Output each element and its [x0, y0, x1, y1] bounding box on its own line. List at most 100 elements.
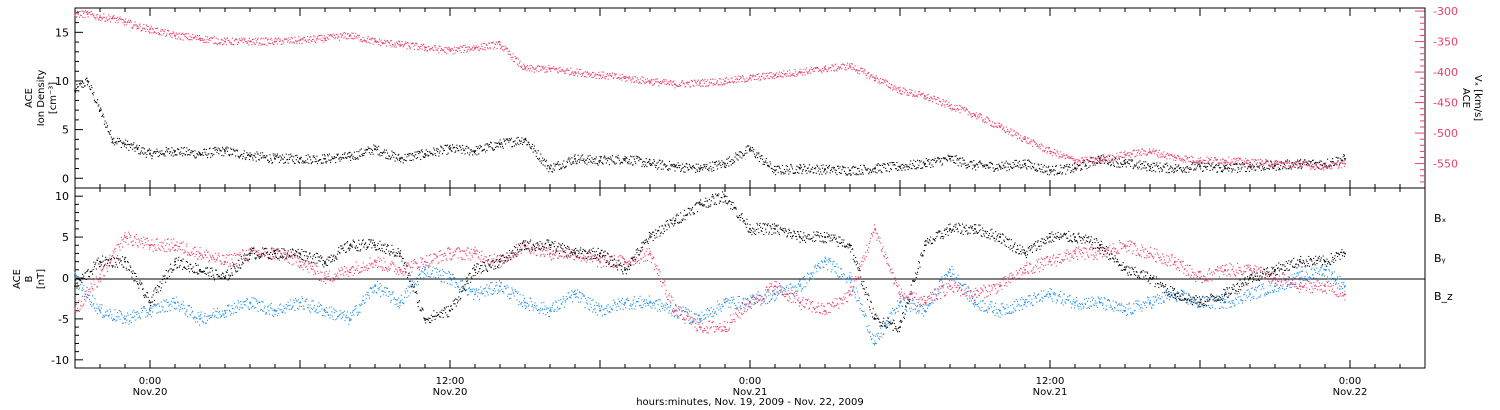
velocity-series-point: [701, 85, 703, 87]
velocity-series-point: [631, 79, 633, 81]
velocity-series-point: [323, 35, 325, 37]
density-series-point: [1055, 165, 1057, 167]
by-series-point: [385, 294, 387, 296]
velocity-series-point: [610, 74, 612, 76]
density-series-point: [143, 153, 145, 155]
density-series-point: [1264, 168, 1266, 170]
velocity-series-point: [114, 17, 116, 19]
density-series-point: [1173, 172, 1175, 174]
velocity-series-point: [332, 33, 334, 35]
velocity-series-point: [1155, 149, 1157, 151]
velocity-series-point: [1307, 164, 1309, 166]
by-series-point: [343, 314, 345, 316]
by-series-point: [163, 299, 165, 301]
density-series-point: [232, 148, 234, 150]
velocity-series-point: [148, 30, 150, 32]
density-series-point: [1318, 167, 1320, 170]
velocity-series-point: [972, 115, 974, 117]
velocity-series-point: [500, 47, 502, 49]
density-series-point: [635, 162, 637, 164]
velocity-series-point: [279, 38, 281, 40]
velocity-series-point: [142, 27, 144, 29]
density-series-point: [1011, 167, 1013, 169]
density-series-point: [764, 161, 766, 164]
density-series-point: [1335, 156, 1337, 158]
velocity-series-point: [214, 42, 216, 44]
density-series-point: [93, 99, 95, 101]
density-series-point: [940, 158, 942, 160]
by-series-point: [312, 300, 314, 302]
density-series-point: [187, 149, 189, 151]
density-series-point: [498, 141, 500, 143]
velocity-series-point: [76, 16, 78, 18]
density-series-point: [1083, 159, 1085, 162]
velocity-series-point: [1303, 161, 1305, 163]
velocity-series-point: [152, 29, 154, 31]
density-series-point: [998, 165, 1000, 167]
velocity-series-point: [1290, 162, 1292, 164]
by-series-point: [372, 286, 374, 288]
density-series-point: [927, 159, 929, 161]
velocity-series-point: [549, 68, 551, 70]
density-series-point: [693, 166, 695, 168]
velocity-series-point: [752, 76, 754, 78]
density-series-point: [854, 174, 856, 176]
density-series-point: [803, 163, 805, 165]
velocity-series-point: [1182, 161, 1184, 163]
by-series-point: [365, 298, 367, 300]
velocity-series-point: [590, 73, 592, 75]
density-series-point: [193, 156, 195, 158]
by-series-point: [405, 288, 407, 290]
density-series-point: [309, 156, 311, 158]
velocity-series-point: [733, 81, 735, 83]
density-series-point: [1255, 163, 1257, 165]
density-series-point: [501, 143, 503, 145]
density-series-point: [117, 137, 119, 139]
velocity-series-point: [1217, 159, 1219, 161]
by-series-point: [128, 320, 130, 322]
by-series-point: [148, 313, 150, 315]
velocity-series-point: [1133, 149, 1135, 151]
by-series-point: [479, 292, 481, 294]
velocity-series-point: [1047, 151, 1049, 153]
by-series-point: [466, 283, 468, 285]
velocity-series-point: [665, 83, 667, 85]
velocity-series-point: [232, 44, 234, 46]
by-series-point: [304, 300, 306, 302]
by-series-point: [177, 301, 179, 303]
density-series-point: [1058, 172, 1060, 174]
density-series-point: [830, 170, 832, 172]
density-series-point: [1173, 171, 1175, 173]
velocity-series-point: [1157, 152, 1159, 154]
velocity-series-point: [997, 122, 999, 124]
by-series-point: [243, 301, 245, 303]
velocity-series-point: [111, 17, 114, 20]
velocity-series-point: [1232, 161, 1234, 163]
density-series-point: [144, 152, 146, 154]
velocity-series-point: [368, 41, 370, 43]
velocity-series-point: [1336, 161, 1338, 163]
density-series-point: [661, 161, 663, 163]
velocity-series-point: [134, 21, 136, 23]
velocity-series-point: [1087, 160, 1089, 162]
velocity-series-point: [1108, 160, 1110, 162]
velocity-series-point: [1309, 166, 1311, 168]
velocity-series-point: [201, 39, 203, 41]
velocity-series-point: [262, 43, 264, 45]
density-series-point: [1100, 162, 1102, 164]
density-series-point: [755, 154, 757, 156]
velocity-series-point: [323, 41, 325, 43]
density-series-point: [795, 172, 797, 174]
density-series-point: [345, 157, 347, 159]
velocity-series-point: [1260, 158, 1262, 161]
density-series-point: [567, 158, 569, 160]
density-series-point: [276, 155, 278, 157]
density-series-point: [1258, 167, 1260, 169]
density-series-point: [650, 164, 652, 167]
by-series-point: [384, 292, 386, 294]
velocity-series-point: [1197, 160, 1199, 162]
velocity-series-point: [191, 39, 193, 41]
by-series-point: [422, 267, 424, 269]
velocity-series-point: [1003, 126, 1005, 128]
density-series-point: [900, 164, 902, 166]
